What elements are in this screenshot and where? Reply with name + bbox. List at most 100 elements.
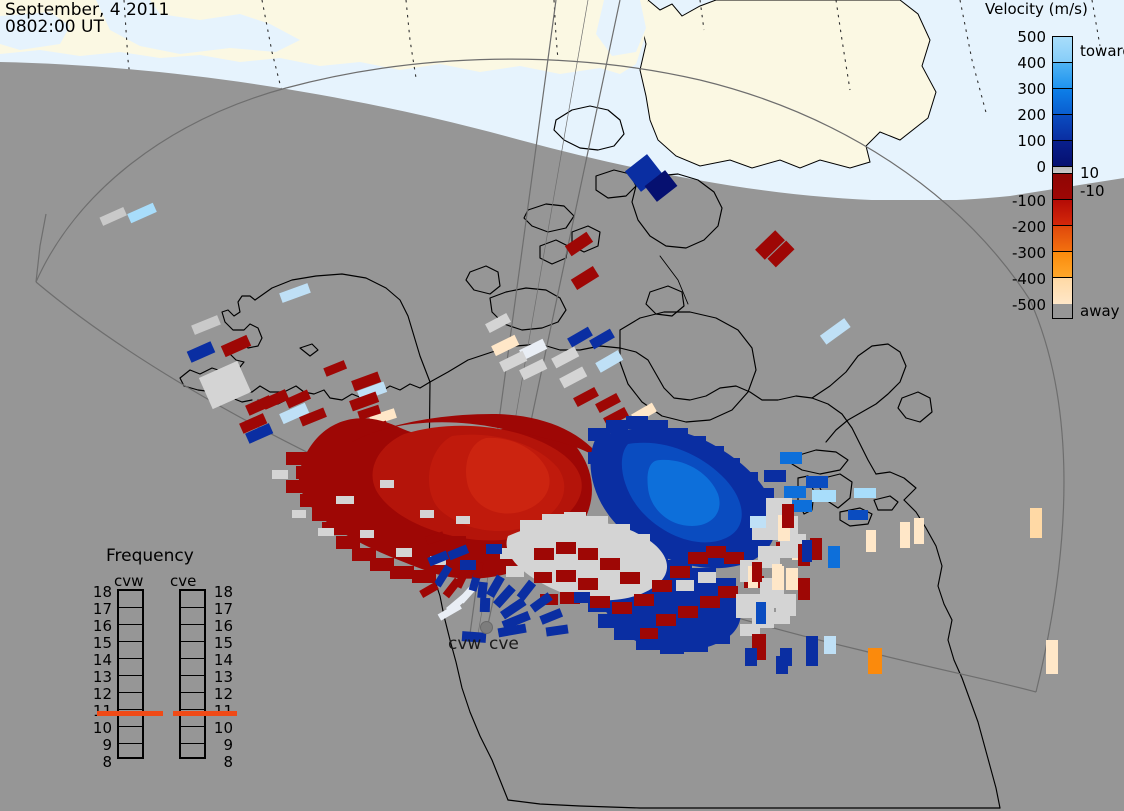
colorbar-band [1053,115,1072,141]
colorbar-tick: 0 [1036,158,1046,176]
frequency-scale-tick [181,676,204,693]
aleutian-segment-b [231,397,253,403]
cell-group-northwest [99,202,397,444]
frequency-scale-tick [119,693,142,710]
colorbar-band [1053,141,1072,167]
cell-group-southeast [868,508,1058,674]
frequency-column-header-cve: cve [170,572,197,590]
devon-island [595,169,637,199]
colorbar-tick: -400 [1011,270,1046,288]
colorbar-tick: 300 [1017,80,1046,98]
frequency-axis-label: 10 [92,719,112,737]
greenland-landmass [639,0,937,169]
frequency-axis-label: 17 [92,600,112,618]
frequency-scale-tick [181,625,204,642]
frequency-axis-label: 18 [213,583,233,601]
colorbar-band [1053,89,1072,115]
frequency-axis-label: 16 [92,617,112,635]
frequency-scale-tick [181,710,204,727]
frequency-scale-tick [119,625,142,642]
colorbar-away-label: away [1080,302,1120,320]
frequency-panel-title: Frequency [106,546,194,566]
fov-outer-arc-west [35,58,701,283]
lake-erie [839,507,873,527]
southampton-island [645,285,685,317]
lake-ontario [873,495,899,511]
frequency-axis-label: 9 [102,736,112,754]
colorbar-band [1053,174,1072,200]
date-label: September, 4 2011 [5,0,170,20]
lake-superior [791,449,849,475]
west-coast-usa [429,559,509,801]
frequency-scale-tick [181,693,204,710]
time-label: 0802:00 UT [5,17,104,37]
colorbar-tick: -200 [1011,218,1046,236]
graticule-dotted [123,0,1101,168]
colorbar-tick: 100 [1017,132,1046,150]
frequency-scale-tick [181,659,204,676]
velocity-colorbar [1052,36,1073,319]
frequency-scale-tick [181,744,204,761]
baffin-bay-patch [596,0,646,56]
colorbar-band [1053,252,1072,278]
frequency-scale-tick [119,642,142,659]
frequency-scale-cve[interactable] [179,589,206,759]
frequency-axis-label: 15 [92,634,112,652]
frequency-scale-tick [119,727,142,744]
labrador-coast [811,343,907,443]
ellesmere-island [553,105,625,151]
frequency-axis-label: 16 [213,617,233,635]
hudson-bay [619,311,757,423]
frequency-scale-tick [119,744,142,761]
colorbar-band [1053,167,1072,174]
radar-site-label-cve: cve [489,634,519,654]
frequency-axis-label: 13 [92,668,112,686]
colorbar-tick: 400 [1017,54,1046,72]
frequency-axis-label: 13 [213,668,233,686]
colorbar-tick: 200 [1017,106,1046,124]
colorbar-negative-threshold-label: -10 [1080,182,1105,200]
frequency-axis-label: 14 [92,651,112,669]
colorbar-tick: -100 [1011,192,1046,210]
alaska-north-slope [254,273,431,383]
frequency-axis-label: 15 [213,634,233,652]
frequency-scale-tick [119,710,142,727]
radar-site-marker [480,621,493,634]
banks-island [465,265,501,295]
frequency-scale-tick [181,608,204,625]
frequency-scale-tick [119,676,142,693]
cell-group-east-scatter [676,484,876,520]
baffin-island [631,173,723,249]
frequency-axis-label: 18 [92,583,112,601]
beaufort-sea-patch [96,0,300,54]
colorbar-tick: -500 [1011,296,1046,314]
fov-edge-west [35,213,47,283]
alaska-coast [179,295,431,401]
colorbar-band [1053,226,1072,252]
bering-strait-patch [0,12,70,50]
colorbar-title: Velocity (m/s) [985,0,1088,18]
frequency-scale-tick [119,608,142,625]
coastline-layer [179,105,1001,809]
us-east-coast [903,499,1001,809]
colorbar-tick: 500 [1017,28,1046,46]
frequency-axis-label: 8 [223,753,233,771]
frequency-scale-tick [181,591,204,608]
st-lawrence-river [875,471,917,501]
cell-group-east-cluster [736,498,876,674]
frequency-scale-cvw[interactable] [117,589,144,759]
interior-border-line [659,255,689,305]
colorbar-positive-threshold-label: 10 [1080,164,1100,182]
kodiak-island [299,343,319,357]
frequency-axis-label: 10 [213,719,233,737]
colorbar-tick: -300 [1011,244,1046,262]
frequency-scale-tick [119,591,142,608]
colorbar-band [1053,63,1072,89]
frequency-column-header-cvw: cvw [114,572,144,590]
frequency-marker-cve [173,711,237,716]
colorbar-band [1053,200,1072,226]
cell-group-near-range [419,531,590,643]
frequency-axis-label: 17 [213,600,233,618]
